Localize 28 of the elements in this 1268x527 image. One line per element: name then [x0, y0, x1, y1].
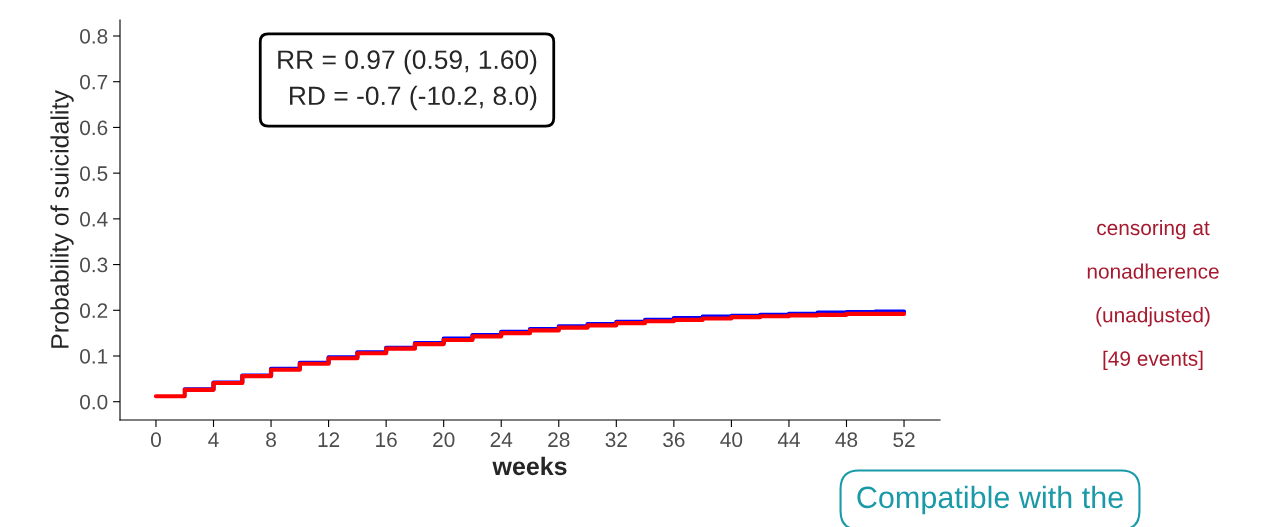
x-tick-label: 48	[835, 432, 858, 448]
y-tick-label: 0.6	[80, 120, 108, 136]
y-tick-label: 0.8	[80, 29, 108, 44]
x-tick-label: 8	[266, 432, 276, 448]
annotation: RR = 0.97 (0.59, 1.60) RD = -0.7 (-10.2, 8.0)	[278, 49, 537, 111]
y-tick-label: 0.3	[80, 257, 108, 273]
x-tick-label: 52	[893, 432, 915, 448]
text: censoring at nonadherence (unadjusted) [49 events]	[1087, 219, 1219, 371]
x-tick-label: 20	[433, 432, 455, 448]
y-axis-title: Probability of suicidality	[50, 90, 74, 348]
y-tick-label: 0.7	[80, 74, 108, 90]
x-tick-label: 28	[548, 432, 570, 448]
y-tick-label: 0.1	[80, 349, 108, 364]
x-tick-label: 44	[777, 432, 800, 447]
x-tick-label: 40	[720, 432, 743, 448]
x-tick-label: 4	[208, 432, 219, 447]
x-tick-label: 32	[605, 432, 627, 448]
y-tick-label: 0.4	[80, 211, 108, 227]
y-tick-label: 0.5	[80, 166, 108, 181]
x-tick-label: 24	[490, 432, 513, 447]
x-tick-label: 36	[663, 432, 685, 448]
x-tick-label: 16	[376, 432, 397, 448]
y-tick-label: 0.0	[80, 394, 108, 410]
text: Compatible with the	[857, 485, 1123, 515]
y-tick-label: 0.2	[80, 303, 108, 319]
x-axis-title: weeks	[492, 456, 567, 476]
x-tick-label: 0	[150, 432, 161, 448]
x-tick-label: 12	[318, 432, 340, 447]
